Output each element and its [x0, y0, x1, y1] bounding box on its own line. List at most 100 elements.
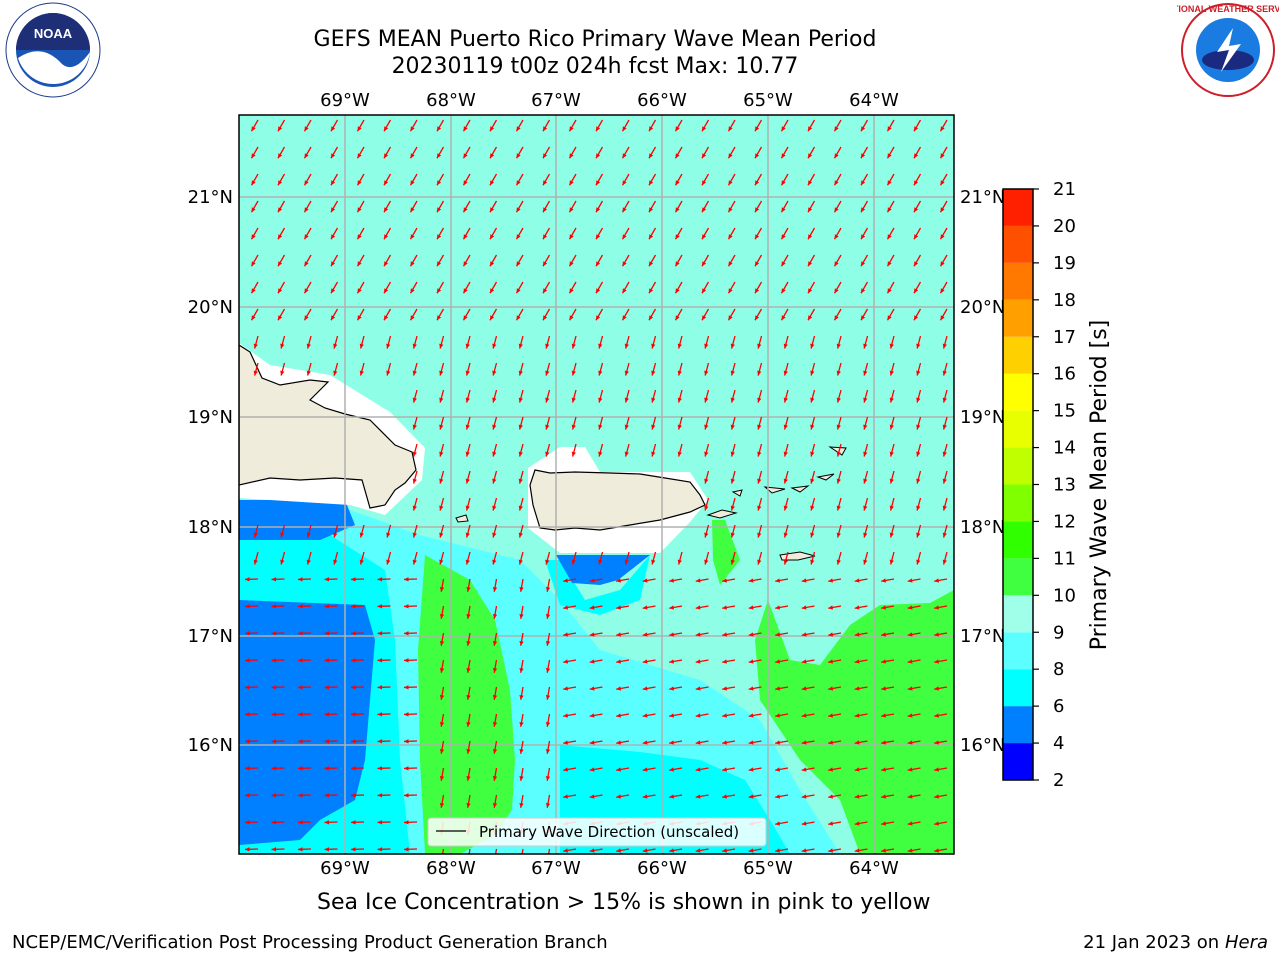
wave-arrow [801, 686, 815, 691]
wave-arrow [519, 686, 524, 700]
sea-ice-caption: Sea Ice Concentration > 15% is shown in … [317, 890, 931, 915]
wave-arrow [403, 712, 418, 717]
wave-arrow [810, 551, 816, 565]
wave-arrow [350, 631, 365, 636]
wave-arrow [386, 335, 392, 349]
wave-arrow [436, 200, 445, 213]
wave-arrow [942, 470, 948, 484]
wave-arrow [916, 335, 922, 349]
wave-arrow [244, 577, 259, 582]
wave-arrow [545, 362, 551, 376]
colorbar [1002, 188, 1034, 781]
wave-arrow [722, 740, 736, 745]
wave-arrow [412, 335, 418, 349]
wave-arrow [303, 308, 312, 321]
wave-arrow [669, 605, 683, 610]
wave-arrow [889, 362, 895, 376]
wave-arrow [568, 200, 577, 213]
footer-date: 21 Jan 2023 on Hera [1083, 932, 1268, 953]
wave-arrow [492, 659, 498, 673]
anegada-island [828, 446, 847, 456]
wave-arrow [356, 146, 365, 159]
colorbar-segment [1003, 262, 1033, 300]
wave-arrow [439, 335, 445, 349]
wave-arrow [854, 740, 868, 745]
wave-arrow [356, 200, 365, 213]
wave-arrow [330, 281, 339, 294]
wave-arrow [439, 362, 445, 376]
wave-arrow [280, 362, 286, 376]
wave-arrow [545, 605, 551, 619]
wave-arrow [253, 551, 259, 565]
wave-arrow [271, 658, 285, 663]
wave-arrow [775, 659, 789, 664]
colorbar-segment [1003, 225, 1033, 263]
lat-label-left: 21°N [188, 187, 233, 208]
wave-arrow [833, 281, 842, 294]
wave-arrow [674, 200, 683, 213]
wave-arrow [563, 632, 577, 637]
wave-arrow [350, 847, 365, 852]
wave-arrow [545, 659, 551, 673]
wave-arrow [441, 848, 445, 854]
wave-arrow [244, 604, 259, 609]
wave-arrow [934, 632, 948, 637]
wave-arrow [545, 578, 551, 592]
wave-arrow [244, 793, 259, 798]
wave-arrow [277, 254, 286, 267]
wave-arrow [748, 713, 762, 718]
wave-arrow [695, 848, 709, 853]
wave-arrow [598, 551, 604, 565]
wave-arrow [324, 847, 338, 852]
wave-arrow [807, 119, 816, 132]
wave-arrow [271, 793, 285, 798]
wave-arrow [492, 767, 498, 781]
colorbar-segment [1003, 373, 1033, 411]
wave-arrow [916, 551, 922, 565]
wave-arrow [462, 281, 471, 294]
wave-arrow [881, 713, 895, 718]
wave-arrow [836, 524, 842, 538]
wave-arrow [356, 281, 365, 294]
wave-arrow [598, 362, 604, 376]
wave-arrow [462, 227, 471, 240]
graticule [239, 115, 954, 854]
wave-arrow [836, 362, 842, 376]
wave-arrow [621, 146, 630, 159]
wave-arrow [863, 551, 869, 565]
wave-arrow [669, 578, 683, 583]
wave-arrow [701, 254, 710, 267]
wave-arrow [492, 416, 498, 430]
lat-label-left: 18°N [188, 517, 233, 538]
wave-arrow [677, 389, 683, 403]
wave-arrow [589, 713, 603, 718]
wave-arrow [303, 119, 312, 132]
wave-arrow [722, 632, 736, 637]
wave-arrow [757, 470, 763, 484]
wave-arrow [833, 254, 842, 267]
wave-arrow [704, 497, 710, 511]
wave-arrow [907, 821, 921, 826]
wave-arrow [515, 281, 524, 294]
wave-arrow [568, 146, 577, 159]
wave-arrow [828, 713, 842, 718]
wave-arrow [333, 524, 339, 538]
wave-arrow [704, 470, 710, 484]
wave-arrow [886, 227, 895, 240]
wave-arrow [807, 254, 816, 267]
wave-arrow [589, 794, 603, 799]
lat-label-right: 20°N [960, 297, 1005, 318]
wave-arrow [860, 308, 869, 321]
footer-credit: NCEP/EMC/Verification Post Processing Pr… [12, 932, 608, 953]
wave-arrow [754, 119, 763, 132]
wave-arrow [881, 686, 895, 691]
wave-arrow [704, 551, 710, 565]
wave-arrow [250, 173, 259, 186]
wave-arrow [648, 227, 657, 240]
wave-arrow [727, 173, 736, 186]
wave-arrow [754, 281, 763, 294]
wave-arrow [492, 686, 498, 700]
wave-arrow [775, 686, 789, 691]
wave-arrow [436, 308, 445, 321]
